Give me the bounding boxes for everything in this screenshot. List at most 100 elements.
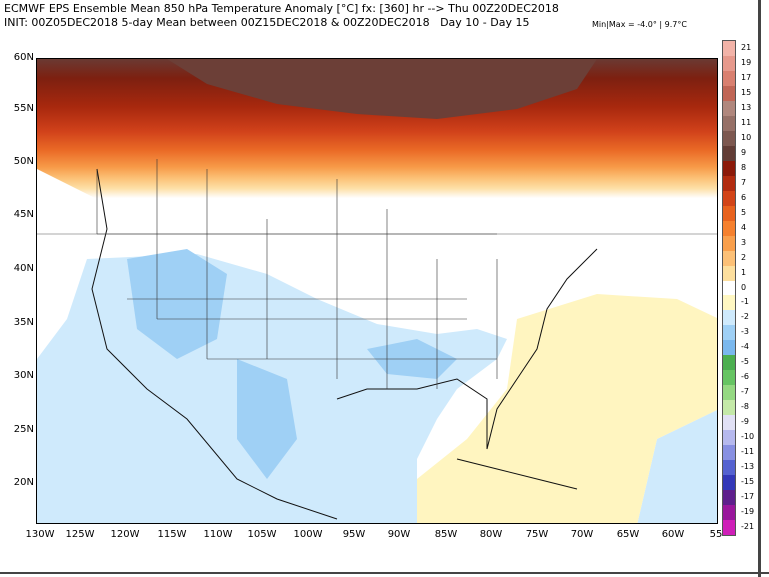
color-scale-label: -10	[741, 432, 755, 442]
header-init-line: INIT: 00Z05DEC2018 5-day Mean between 00…	[4, 16, 530, 29]
color-scale-label: -2	[741, 312, 749, 322]
color-scale-label: -9	[741, 417, 749, 427]
color-scale-swatch	[723, 130, 735, 146]
lon-label: 130W	[25, 529, 55, 540]
color-scale-bar	[722, 40, 736, 536]
color-scale-label: 5	[741, 207, 747, 217]
color-scale-swatch	[723, 490, 735, 506]
color-scale-label: -1	[741, 297, 749, 307]
color-scale-label: -15	[741, 477, 755, 487]
color-scale-label: -21	[741, 522, 755, 531]
color-scale-swatch	[723, 41, 735, 56]
color-scale-label: 10	[741, 132, 752, 142]
color-scale-label: 19	[741, 57, 752, 67]
lon-label: 120W	[110, 529, 140, 540]
color-scale-swatch	[723, 400, 735, 416]
color-scale-swatch	[723, 160, 735, 176]
color-scale-swatch	[723, 190, 735, 206]
lon-label: 90W	[387, 529, 411, 540]
color-scale-swatch	[723, 370, 735, 386]
warm-atlantic-band	[417, 294, 717, 523]
color-scale-label: -11	[741, 447, 755, 457]
color-scale-label: -6	[741, 372, 749, 382]
latitude-axis: 60N 55N 50N 45N 40N 35N 30N 25N 20N	[0, 0, 34, 577]
color-scale-label: -4	[741, 342, 749, 352]
color-scale-label: -7	[741, 387, 749, 397]
cool-core-mexico	[237, 359, 297, 479]
color-scale-label: 21	[741, 42, 752, 52]
lat-label: 30N	[13, 370, 34, 381]
color-scale-label: -5	[741, 357, 749, 367]
color-scale-swatch	[723, 250, 735, 266]
lon-label: 95W	[342, 529, 366, 540]
color-scale-label: 11	[741, 117, 752, 127]
lon-label: 100W	[293, 529, 323, 540]
color-scale-swatch	[723, 175, 735, 191]
color-scale-label: 13	[741, 102, 752, 112]
lat-label: 60N	[13, 52, 34, 63]
lat-label: 40N	[13, 263, 34, 274]
color-scale-label: 6	[741, 192, 747, 202]
lon-label: 70W	[570, 529, 594, 540]
color-scale-label: -13	[741, 462, 755, 472]
color-scale-swatch	[723, 145, 735, 161]
color-scale-label: 0	[741, 282, 747, 292]
color-scale-swatch	[723, 355, 735, 371]
lat-label: 55N	[13, 103, 34, 114]
color-scale-swatch	[723, 460, 735, 476]
color-scale-label: 17	[741, 72, 752, 82]
color-scale-swatch	[723, 505, 735, 520]
header-title-line: ECMWF EPS Ensemble Mean 850 hPa Temperat…	[4, 2, 559, 15]
max-anomaly-core	[167, 59, 597, 119]
map-canvas	[37, 59, 717, 523]
color-scale-label: -19	[741, 507, 755, 517]
color-scale-swatch	[723, 445, 735, 461]
color-scale-swatch	[723, 415, 735, 431]
color-scale-swatch	[723, 430, 735, 446]
lon-label: 60W	[661, 529, 685, 540]
color-scale-swatch	[723, 325, 735, 341]
color-scale-swatch	[723, 310, 735, 326]
color-scale-swatch	[723, 70, 735, 86]
temperature-anomaly-map	[36, 58, 718, 524]
lat-label: 25N	[13, 424, 34, 435]
cool-core-west	[127, 249, 227, 359]
color-scale-swatch	[723, 100, 735, 116]
lon-label: 55	[709, 529, 723, 540]
color-scale-swatch	[723, 340, 735, 356]
min-max-readout: Min|Max = -4.0° | 9.7°C	[592, 20, 687, 29]
color-scale-label: -3	[741, 327, 749, 337]
color-scale-label: 2	[741, 252, 747, 262]
color-scale-swatch	[723, 220, 735, 236]
cool-atlantic	[637, 409, 717, 523]
color-scale-label: -8	[741, 402, 749, 412]
color-scale-swatch	[723, 55, 735, 71]
color-scale-label: 7	[741, 177, 747, 187]
lon-label: 110W	[203, 529, 233, 540]
color-scale-swatch	[723, 520, 735, 535]
lon-label: 65W	[616, 529, 640, 540]
color-scale-swatch	[723, 385, 735, 401]
color-scale-swatch	[723, 295, 735, 311]
lon-label: 115W	[157, 529, 187, 540]
lat-label: 35N	[13, 317, 34, 328]
lon-label: 80W	[479, 529, 503, 540]
color-scale-label: 15	[741, 87, 752, 97]
color-scale-swatch	[723, 115, 735, 131]
lat-label: 50N	[13, 156, 34, 167]
color-scale-label: 3	[741, 237, 747, 247]
color-scale-swatch	[723, 85, 735, 101]
frame-edge	[758, 0, 761, 577]
lat-label: 45N	[13, 209, 34, 220]
lon-label: 125W	[65, 529, 95, 540]
color-scale-label: 1	[741, 267, 747, 277]
lon-label: 75W	[525, 529, 549, 540]
color-scale-swatch	[723, 235, 735, 251]
state-borders	[96, 159, 498, 389]
color-scale-label: 8	[741, 162, 747, 172]
color-scale-label: 4	[741, 222, 747, 232]
lon-label: 85W	[434, 529, 458, 540]
lat-label: 20N	[13, 477, 34, 488]
color-scale-swatch	[723, 205, 735, 221]
color-scale-swatch	[723, 265, 735, 281]
